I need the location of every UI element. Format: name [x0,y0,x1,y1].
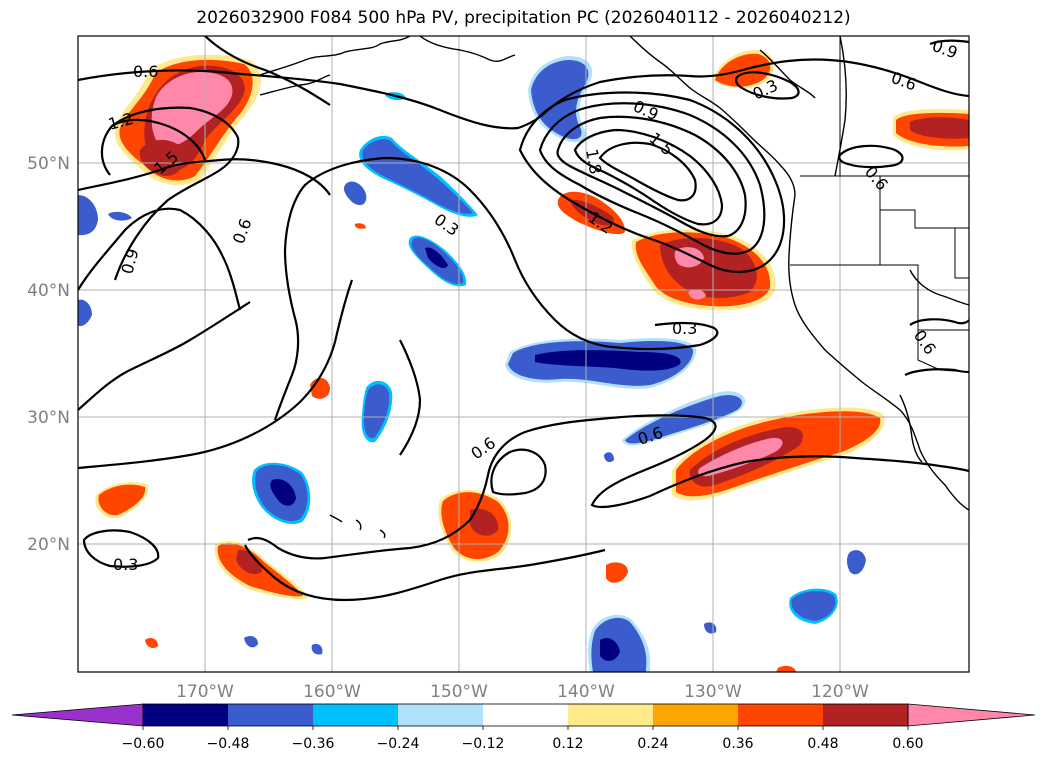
colorbar-tick-label: 0.24 [637,736,668,752]
colorbar-tick-label: −0.36 [292,736,335,752]
colorbar-extend-right [907,703,1036,727]
colorbar-outline [142,703,909,727]
latitude-label: 30°N [27,408,70,428]
colorbar-tick-label: 0.36 [722,736,753,752]
longitude-label: 150°W [430,682,488,702]
map-title: 2026032900 F084 500 hPa PV, precipitatio… [196,8,851,28]
colorbar-tick-label: 0.48 [807,736,838,752]
latitude-label: 40°N [27,281,70,301]
colorbar-segment [568,704,653,726]
latitude-label: 20°N [27,535,70,555]
pv-contours [78,36,969,602]
gridlines [78,36,969,672]
longitude-label: 140°W [557,682,615,702]
contour-label: 0.3 [672,319,697,338]
latitude-axis: 50°N 40°N 30°N 20°N [27,154,70,555]
colorbar: −0.60 −0.48 −0.36 −0.24 −0.12 0.12 0.24 0.36 0.4… [11,703,1036,752]
contour-label: 0.3 [113,555,138,574]
colorbar-segment [398,704,483,726]
longitude-axis: 170°W 160°W 150°W 140°W 130°W 120°W [176,682,869,702]
colorbar-tick-label: −0.24 [377,736,420,752]
contour-label: 0.6 [133,62,158,81]
colorbar-tick-label: −0.12 [462,736,505,752]
colorbar-segment [738,704,823,726]
coastlines [259,36,969,539]
negative-shading [78,56,866,672]
longitude-label: 170°W [176,682,234,702]
longitude-label: 130°W [684,682,742,702]
colorbar-segment [228,704,313,726]
colorbar-segment [653,704,738,726]
political-borders [790,36,969,373]
colorbar-tick-label: 0.60 [892,736,923,752]
colorbar-segment [143,704,228,726]
longitude-label: 160°W [303,682,361,702]
colorbar-tick-label: 0.12 [552,736,583,752]
colorbar-segment [823,704,908,726]
colorbar-tick-label: −0.60 [122,736,165,752]
colorbar-extend-left [11,703,144,727]
latitude-label: 50°N [27,154,70,174]
map-frame [77,35,970,673]
contour-label: 1.8 [582,147,605,175]
colorbar-tick-label: −0.48 [207,736,250,752]
map-area: 0.6 1.2 1.5 0.9 0.6 0.3 0.9 1.5 1.8 1.2 … [78,36,969,672]
colorbar-segment [313,704,398,726]
longitude-label: 120°W [811,682,869,702]
colorbar-segment [483,704,568,726]
